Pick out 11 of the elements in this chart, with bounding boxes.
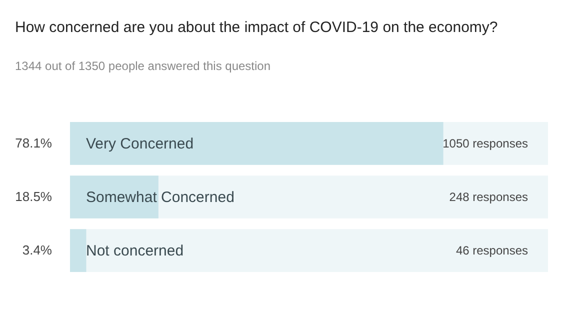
y-tick-label: Not concerned [86, 242, 184, 260]
data-label: 3.4% [22, 242, 52, 258]
data-label: 78.1% [15, 135, 52, 150]
annotation: 248 responses [449, 190, 528, 204]
y-tick-label: Very Concerned [86, 135, 194, 152]
annotation: 1050 responses [442, 136, 528, 150]
data-label: 18.5% [15, 189, 52, 204]
chart-title: How concerned are you about the impact of COVID-19 on the economy? [15, 19, 498, 36]
chart-subtitle: 1344 out of 1350 people answered this question [15, 59, 271, 73]
y-tick-label: Somewhat Concerned [86, 189, 234, 206]
annotation: 46 responses [456, 244, 528, 258]
